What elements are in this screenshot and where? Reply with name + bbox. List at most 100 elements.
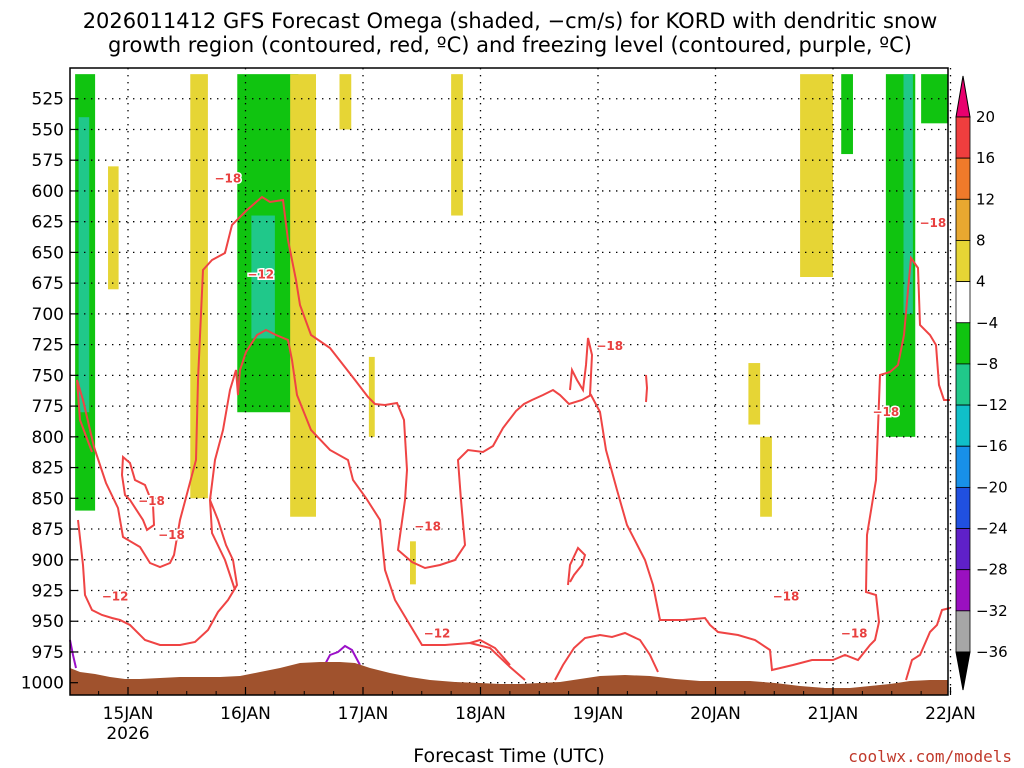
colorbar-label-10: −24 [976, 520, 1008, 538]
y-tick-label-1000: 1000 [21, 674, 64, 694]
y-tick-label-875: 875 [32, 520, 64, 540]
colorbar-swatch-5 [955, 322, 971, 365]
colorbar-label-3: 8 [976, 231, 986, 249]
dgz-contour-15jan-small [120, 454, 156, 532]
y-tick-label-950: 950 [32, 612, 64, 632]
omega-region-8 [368, 356, 375, 437]
dgz-contour-18jan-bump [469, 638, 511, 666]
x-tick-label-21JAN: 21JAN [808, 704, 859, 724]
y-tick-label-525: 525 [32, 90, 64, 110]
y-tick-label-850: 850 [32, 489, 64, 509]
omega-shading-layer [75, 74, 948, 585]
dgz-contour-22jan-edge [905, 607, 951, 681]
dgz-contour-19jan-small [567, 546, 587, 586]
y-tick-label-675: 675 [32, 274, 64, 294]
colorbar-label-5: −4 [976, 314, 998, 332]
y-tick-label-975: 975 [32, 643, 64, 663]
y-tick-label-775: 775 [32, 397, 64, 417]
freezing-level-layer [69, 639, 361, 669]
y-tick-label-550: 550 [32, 120, 64, 140]
colorbar-swatch-12 [955, 610, 971, 653]
x-tick-label-16JAN: 16JAN [220, 704, 271, 724]
colorbar-label-13: −36 [976, 643, 1008, 661]
omega-region-11 [748, 363, 761, 425]
y-tick-label-650: 650 [32, 243, 64, 263]
colorbar-label-4: 4 [976, 273, 986, 291]
colorbar-label-11: −28 [976, 561, 1008, 579]
y-tick-label-925: 925 [32, 582, 64, 602]
credit-text: coolwx.com/models [848, 747, 1012, 766]
omega-region-13 [800, 74, 833, 277]
omega-region-7 [339, 74, 352, 130]
contour-labels-layer: −18 −12 −18 −18 −12 −18 −12 −18 −18 −18 −18 −18 [100, 170, 948, 642]
colorbar-swatch-10 [955, 528, 971, 571]
x-tick-label-19JAN: 19JAN [573, 704, 624, 724]
x-tick-label-18JAN: 18JAN [455, 704, 506, 724]
y-axis: 525 550 575 600 625 650 675 700 725 750 775 800 825 8… [21, 90, 78, 694]
colorbar-swatch-6 [955, 363, 971, 406]
y-tick-label-725: 725 [32, 336, 64, 356]
y-tick-label-750: 750 [32, 366, 64, 386]
dgz-contour-main [76, 195, 950, 672]
freezing-level-contour-left [69, 639, 77, 669]
dgz-contour-19jan-spike [569, 337, 594, 396]
colorbar-label-8: −16 [976, 437, 1008, 455]
chart-title-line-2: growth region (contoured, red, ºC) and f… [108, 33, 912, 57]
colorbar-top-arrow [955, 75, 971, 118]
y-tick-label-800: 800 [32, 428, 64, 448]
colorbar-bottom-arrow [955, 651, 971, 691]
chart-title-line-1: 2026011412 GFS Forecast Omega (shaded, −… [83, 9, 938, 33]
omega-region-5 [108, 166, 119, 290]
freezing-level-contour [322, 644, 361, 669]
colorbar-swatch-4 [955, 281, 971, 324]
omega-region-16 [903, 74, 913, 314]
colorbar-label-9: −20 [976, 478, 1008, 496]
omega-region-17 [921, 74, 948, 124]
dgz-contour-lower-left [77, 499, 239, 646]
dgz-contour-label-2: −18 [138, 494, 165, 508]
dgz-contour-19jan-dot [645, 374, 649, 403]
colorbar-swatch-1 [955, 157, 971, 200]
y-tick-label-600: 600 [32, 182, 64, 202]
colorbar-swatch-0 [955, 116, 971, 159]
x-tick-label-20JAN: 20JAN [690, 704, 741, 724]
ground-terrain [70, 662, 948, 695]
y-tick-label-825: 825 [32, 459, 64, 479]
x-axis-title: Forecast Time (UTC) [413, 745, 604, 767]
colorbar-swatch-9 [955, 486, 971, 529]
colorbar-label-2: 12 [976, 190, 995, 208]
colorbar-label-6: −8 [976, 355, 998, 373]
omega-region-4 [190, 74, 208, 499]
y-tick-label-575: 575 [32, 151, 64, 171]
omega-region-14 [841, 74, 853, 155]
colorbar-swatch-3 [955, 240, 971, 283]
dgz-contour-label-6: −12 [424, 627, 451, 641]
colorbar-swatch-7 [955, 404, 971, 447]
dgz-contour-label-1: −12 [247, 268, 274, 282]
x-tick-label-17JAN: 17JAN [338, 704, 389, 724]
y-tick-label-900: 900 [32, 551, 64, 571]
x-tick-label-22JAN: 22JAN [925, 704, 976, 724]
colorbar-label-7: −12 [976, 396, 1008, 414]
dgz-contour-layer [76, 195, 951, 681]
y-tick-label-700: 700 [32, 305, 64, 325]
dgz-contour-label-7: −18 [596, 339, 623, 353]
colorbar-swatch-11 [955, 569, 971, 612]
omega-region-1 [78, 117, 90, 413]
dgz-contour-label-4: −12 [102, 590, 129, 604]
x-tick-sublabel-year: 2026 [106, 724, 149, 744]
colorbar-label-12: −32 [976, 602, 1008, 620]
dgz-contour-label-10: −18 [841, 627, 868, 641]
colorbar-legend: 20 16 12 8 4 −4 −8 −12 −16 −20 −24 −28 −32 −36 [955, 75, 1008, 691]
colorbar-label-0: 20 [976, 108, 995, 126]
omega-region-6 [290, 74, 316, 517]
dgz-contour-label-11: −18 [919, 216, 946, 230]
dgz-contour-label-0: −18 [214, 172, 241, 186]
colorbar-swatch-8 [955, 445, 971, 488]
dgz-contour-label-5: −18 [414, 520, 441, 534]
x-tick-label-15JAN: 15JAN [103, 704, 154, 724]
dgz-contour-19jan-lower [554, 631, 659, 681]
dgz-contour-label-3: −18 [158, 528, 185, 542]
